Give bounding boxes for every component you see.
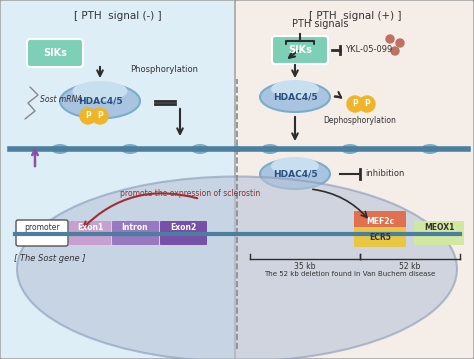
Ellipse shape (271, 157, 319, 175)
FancyBboxPatch shape (354, 227, 406, 247)
Circle shape (391, 47, 399, 55)
Text: HDAC4/5: HDAC4/5 (273, 169, 317, 178)
Ellipse shape (341, 144, 359, 154)
Ellipse shape (260, 82, 330, 112)
Text: Dephosphorylation: Dephosphorylation (324, 116, 396, 125)
Ellipse shape (271, 80, 319, 98)
Circle shape (92, 108, 108, 124)
Ellipse shape (60, 84, 140, 118)
FancyBboxPatch shape (272, 36, 328, 64)
Text: MEF2c: MEF2c (366, 218, 394, 227)
Text: inhibition: inhibition (365, 169, 404, 178)
Text: SIKs: SIKs (43, 48, 67, 58)
Circle shape (386, 35, 394, 43)
FancyBboxPatch shape (16, 220, 68, 246)
Ellipse shape (17, 177, 457, 359)
Circle shape (359, 96, 375, 112)
Ellipse shape (261, 144, 279, 154)
Ellipse shape (73, 81, 128, 101)
Text: HDAC4/5: HDAC4/5 (78, 97, 122, 106)
Text: promote the expression of sclerostin: promote the expression of sclerostin (120, 190, 260, 199)
Text: promoter: promoter (24, 224, 60, 233)
Ellipse shape (260, 159, 330, 189)
FancyBboxPatch shape (112, 221, 159, 245)
Text: PTH signals: PTH signals (292, 19, 348, 29)
Circle shape (347, 96, 363, 112)
Text: P: P (85, 112, 91, 121)
FancyBboxPatch shape (27, 39, 83, 67)
Text: P: P (364, 99, 370, 108)
Text: [ PTH  signal (+) ]: [ PTH signal (+) ] (309, 11, 401, 21)
Text: 35 kb: 35 kb (294, 262, 316, 271)
Ellipse shape (51, 144, 69, 154)
Ellipse shape (421, 144, 439, 154)
Text: [ The Sost gene ]: [ The Sost gene ] (14, 254, 86, 263)
FancyBboxPatch shape (354, 211, 406, 235)
Text: P: P (352, 99, 358, 108)
Text: ECR5: ECR5 (369, 233, 391, 242)
Text: SIKs: SIKs (288, 45, 312, 55)
Text: YKL-05-099: YKL-05-099 (345, 46, 392, 55)
Text: Exon2: Exon2 (170, 224, 196, 233)
Circle shape (80, 108, 96, 124)
FancyBboxPatch shape (235, 0, 474, 359)
Text: Phosphorylation: Phosphorylation (130, 65, 198, 74)
FancyBboxPatch shape (414, 221, 464, 245)
Circle shape (396, 39, 404, 47)
Text: HDAC4/5: HDAC4/5 (273, 93, 317, 102)
Ellipse shape (121, 144, 139, 154)
FancyBboxPatch shape (69, 221, 111, 245)
FancyBboxPatch shape (160, 221, 207, 245)
Text: 52 kb: 52 kb (399, 262, 421, 271)
Text: [ PTH  signal (-) ]: [ PTH signal (-) ] (74, 11, 162, 21)
Text: MEOX1: MEOX1 (424, 224, 454, 233)
Text: Intron: Intron (122, 224, 148, 233)
Ellipse shape (191, 144, 209, 154)
FancyBboxPatch shape (0, 0, 236, 359)
Text: The 52 kb deletion found in Van Buchem disease: The 52 kb deletion found in Van Buchem d… (264, 271, 436, 277)
Text: Sost mRNA: Sost mRNA (40, 94, 82, 103)
Text: P: P (97, 112, 103, 121)
Text: Exon1: Exon1 (77, 224, 103, 233)
